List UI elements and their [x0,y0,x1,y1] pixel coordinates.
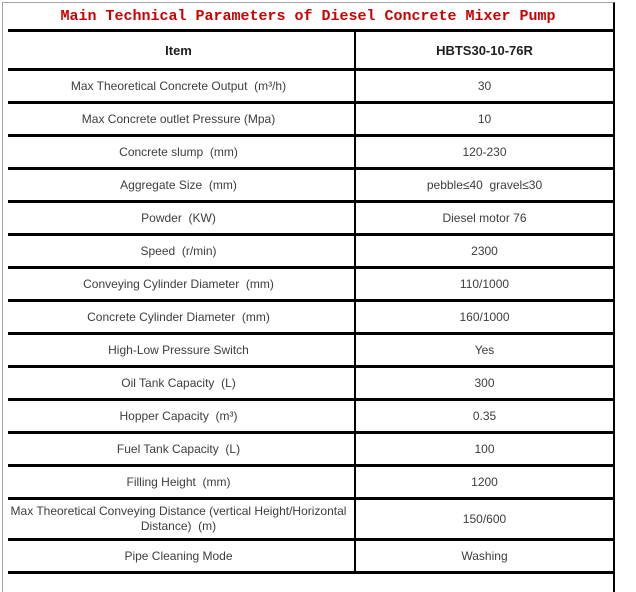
row-value: 2300 [354,236,613,266]
table-row: Oil Tank Capacity (L) 300 [3,368,613,398]
row-value: 30 [354,71,613,101]
row-separator [8,266,613,269]
row-separator [8,365,613,368]
row-separator [8,233,613,236]
table-row: Conveying Cylinder Diameter (mm) 110/100… [3,269,613,299]
row-value: Washing [354,541,613,571]
row-label: Aggregate Size (mm) [120,177,237,192]
row-value: pebble≤40 gravel≤30 [354,170,613,200]
row-label: Concrete Cylinder Diameter (mm) [87,309,270,324]
table-row: Speed (r/min) 2300 [3,236,613,266]
next-row-sliver [2,574,615,592]
row-separator [8,398,613,401]
table-body: Max Theoretical Concrete Output (m³/h) 3… [3,71,613,574]
row-separator [8,464,613,467]
table-row: Max Theoretical Conveying Distance (vert… [3,500,613,538]
header-model-cell: HBTS30-10-76R [354,32,613,68]
row-separator [8,571,613,574]
table-row: Filling Height (mm) 1200 [3,467,613,497]
row-separator [8,101,613,104]
table-row: Concrete slump (mm) 120-230 [3,137,613,167]
row-value: 110/1000 [354,269,613,299]
table-row: Aggregate Size (mm) pebble≤40 gravel≤30 [3,170,613,200]
row-label: Max Theoretical Concrete Output (m³/h) [70,78,287,93]
row-value: 150/600 [354,500,613,538]
row-separator [8,332,613,335]
row-label: Speed (r/min) [140,243,217,258]
row-separator [8,299,613,302]
row-label: High-Low Pressure Switch [108,342,249,357]
row-label: Powder (KW) [141,210,216,225]
row-value: 100 [354,434,613,464]
row-label: Max Concrete outlet Pressure (Mpa) [81,111,276,126]
table-title: Main Technical Parameters of Diesel Conc… [60,7,556,25]
row-label: Filling Height (mm) [126,474,231,489]
table-row: Hopper Capacity (m³) 0.35 [3,401,613,431]
row-separator [8,167,613,170]
row-separator [8,134,613,137]
table-row: Fuel Tank Capacity (L) 100 [3,434,613,464]
row-value: 1200 [354,467,613,497]
table-row: High-Low Pressure Switch Yes [3,335,613,365]
row-label: Fuel Tank Capacity (L) [116,441,241,456]
row-value: 160/1000 [354,302,613,332]
row-label: Max Theoretical Conveying Distance (vert… [10,504,350,533]
header-item-cell: Item [165,42,192,58]
row-separator [8,497,613,500]
table-row: Max Theoretical Concrete Output (m³/h) 3… [3,71,613,101]
table-row: Concrete Cylinder Diameter (mm) 160/1000 [3,302,613,332]
row-value: Yes [354,335,613,365]
table-header-row: Item HBTS30-10-76R [3,32,613,68]
row-label: Concrete slump (mm) [119,144,238,159]
table-row: Pipe Cleaning Mode Washing [3,541,613,571]
row-value: 10 [354,104,613,134]
row-separator [8,200,613,203]
parameters-table: Main Technical Parameters of Diesel Conc… [2,2,615,574]
row-label: Pipe Cleaning Mode [124,548,233,563]
row-label: Oil Tank Capacity (L) [121,375,236,390]
row-value: 300 [354,368,613,398]
row-label: Hopper Capacity (m³) [119,408,238,423]
row-separator [8,431,613,434]
table-row: Max Concrete outlet Pressure (Mpa) 10 [3,104,613,134]
row-value: 120-230 [354,137,613,167]
table-row: Powder (KW) Diesel motor 76 [3,203,613,233]
row-separator [8,29,613,32]
row-label: Conveying Cylinder Diameter (mm) [83,276,274,291]
row-value: Diesel motor 76 [354,203,613,233]
row-separator [8,538,613,541]
row-separator [8,68,613,71]
row-value: 0.35 [354,401,613,431]
